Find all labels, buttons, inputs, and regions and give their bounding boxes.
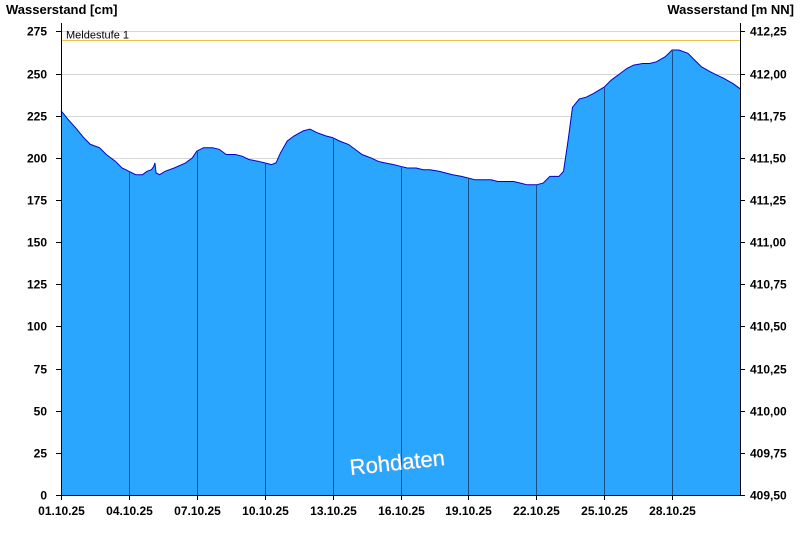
y-tick-label-right: 410,75	[750, 278, 787, 292]
y-tick-label-right: 411,50	[750, 152, 786, 166]
y-tick-label-left: 25	[34, 447, 48, 461]
water-level-line	[60, 49, 741, 186]
y-tick-label-right: 410,00	[750, 405, 787, 419]
water-level-area	[61, 50, 740, 495]
x-tick-label: 22.10.25	[513, 504, 560, 518]
x-tick-label: 07.10.25	[174, 504, 221, 518]
x-tick-label: 28.10.25	[649, 504, 696, 518]
y-tick-label-left: 200	[27, 152, 47, 166]
x-tick-label: 25.10.25	[581, 504, 628, 518]
y-tick-label-right: 409,50	[750, 489, 787, 503]
area-layer	[60, 49, 741, 495]
y-tick-label-right: 411,00	[750, 236, 786, 250]
x-tick-label: 01.10.25	[38, 504, 85, 518]
y-tick-label-left: 75	[34, 363, 48, 377]
day-marker-layer	[129, 49, 673, 495]
threshold-label: Meldestufe 1	[66, 30, 129, 42]
y-tick-label-left: 0	[40, 489, 47, 503]
y-axis-title-left: Wasserstand [cm]	[6, 2, 118, 17]
axis-layer	[56, 23, 745, 500]
x-tick-label: 04.10.25	[106, 504, 153, 518]
y-tick-label-right: 411,25	[750, 194, 786, 208]
y-tick-label-left: 250	[27, 68, 47, 82]
y-tick-label-right: 412,25	[750, 25, 787, 39]
y-tick-label-right: 411,75	[750, 110, 786, 124]
y-tick-label-left: 175	[27, 194, 47, 208]
x-tick-label: 13.10.25	[310, 504, 357, 518]
y-tick-label-left: 100	[27, 320, 47, 334]
y-tick-label-left: 150	[27, 236, 47, 250]
y-tick-label-left: 50	[34, 405, 48, 419]
y-tick-label-right: 409,75	[750, 447, 787, 461]
y-tick-label-right: 412,00	[750, 68, 787, 82]
y-tick-label-left: 125	[27, 278, 47, 292]
x-tick-label: 16.10.25	[378, 504, 425, 518]
y-tick-label-right: 410,25	[750, 363, 787, 377]
x-tick-label: 19.10.25	[445, 504, 492, 518]
y-tick-label-left: 275	[27, 25, 47, 39]
label-layer: 0 25 50 75 100 125 150 175 200 225 250 275 409,50 409…	[27, 25, 787, 519]
y-tick-label-right: 410,50	[750, 320, 787, 334]
y-axis-title-right: Wasserstand [m NN]	[667, 2, 794, 17]
y-tick-label-left: 225	[27, 110, 47, 124]
x-tick-label: 10.10.25	[242, 504, 289, 518]
